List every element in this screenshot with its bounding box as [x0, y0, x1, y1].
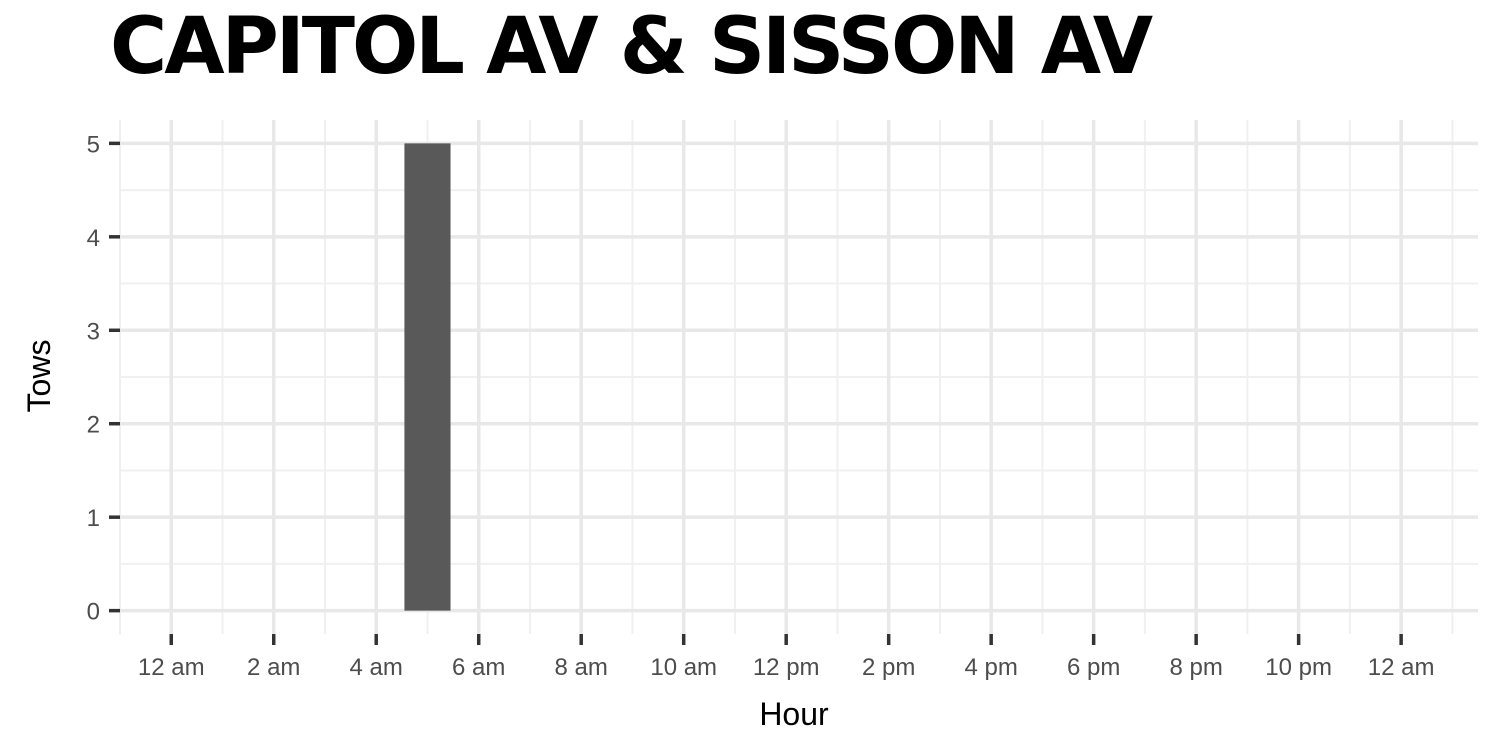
x-tick-label: 2 pm [862, 654, 915, 681]
y-tick-label: 3 [87, 318, 100, 345]
x-tick-label: 12 am [1368, 654, 1435, 681]
minor-gridlines [119, 120, 1478, 634]
x-tick-label: 8 pm [1169, 654, 1222, 681]
bar [404, 143, 451, 611]
y-tick-label: 4 [87, 225, 100, 252]
x-tick-label: 10 am [650, 654, 717, 681]
x-axis: 12 am 2 am 4 am 6 am 8 am 10 am 12 pm 2 pm 4 pm 6… [138, 634, 1435, 681]
y-tick-label: 5 [87, 131, 100, 158]
x-tick-label: 4 am [350, 654, 403, 681]
y-axis-title: Tows [21, 340, 57, 413]
x-tick-label: 12 pm [753, 654, 820, 681]
x-tick-label: 4 pm [964, 654, 1017, 681]
major-gridlines [120, 120, 1478, 634]
bars [404, 143, 451, 611]
x-tick-label: 2 am [247, 654, 300, 681]
x-tick-label: 12 am [138, 654, 205, 681]
chart-title: CAPITOL AV & SISSON AV [110, 2, 1153, 92]
y-tick-label: 2 [87, 412, 100, 439]
y-tick-label: 1 [87, 505, 100, 532]
y-tick-label: 0 [87, 599, 100, 626]
x-tick-label: 6 pm [1067, 654, 1120, 681]
y-axis: 0 1 2 3 4 5 [87, 131, 120, 626]
x-tick-label: 10 pm [1265, 654, 1332, 681]
x-tick-label: 8 am [555, 654, 608, 681]
x-tick-label: 6 am [452, 654, 505, 681]
x-axis-title: Hour [759, 696, 829, 732]
